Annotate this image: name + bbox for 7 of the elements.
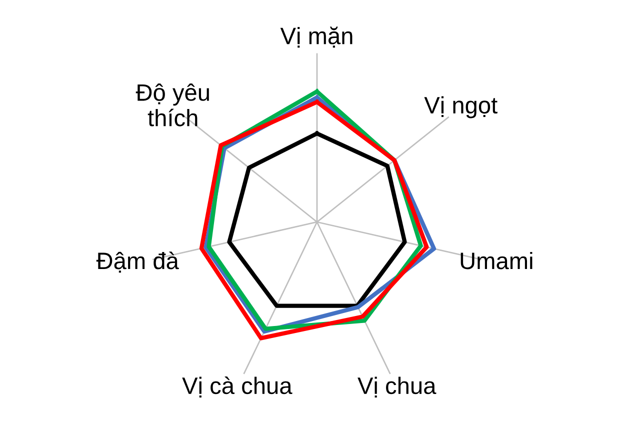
spoke-label: Đậm đà	[96, 252, 179, 273]
spoke-label: Umami	[460, 252, 532, 270]
spoke-label: Vị mặn	[280, 26, 352, 48]
spoke-label: Vị cà chua	[182, 376, 292, 398]
spoke-label: Vị chua	[358, 376, 436, 398]
spoke-label: Độ yêu thích	[136, 84, 209, 126]
spoke-label: Vị ngọt	[424, 96, 498, 118]
